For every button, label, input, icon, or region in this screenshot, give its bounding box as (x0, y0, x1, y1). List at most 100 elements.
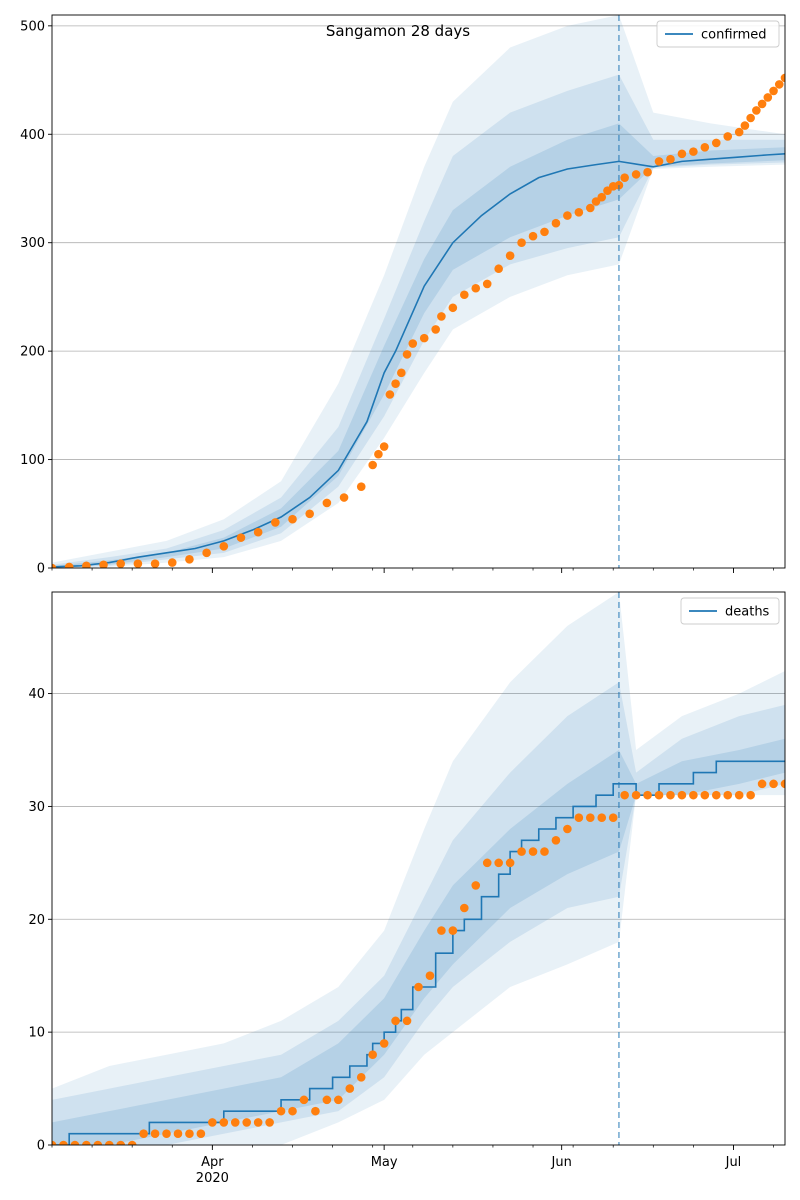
band-inner (52, 738, 785, 1145)
observed-point (402, 1016, 412, 1026)
observed-point (311, 1106, 320, 1116)
observed-point (780, 779, 785, 789)
observed-point (368, 460, 377, 470)
observed-point (305, 509, 314, 519)
observed-point (356, 1072, 366, 1082)
observed-point (397, 368, 406, 378)
observed-point (757, 99, 767, 109)
observed-point (734, 790, 744, 800)
observed-point (271, 518, 280, 527)
observed-point (643, 790, 652, 800)
x-tick-label: Jul (725, 1155, 742, 1170)
x-tick-label: May (371, 1155, 398, 1170)
y-tick-label: 100 (20, 453, 45, 468)
model-median-line (52, 760, 785, 1145)
y-tick-label: 400 (20, 128, 45, 143)
observed-point (82, 1140, 91, 1145)
y-tick-label: 300 (20, 236, 45, 251)
observed-point (746, 113, 755, 123)
observed-point (631, 790, 641, 800)
observed-point (677, 790, 687, 800)
observed-point (356, 482, 366, 491)
deaths-panel: 0 10 20 30 40 Apr May Jun Jul 2020 deaths (28, 591, 786, 1186)
observed-point (99, 560, 108, 568)
observed-point (711, 790, 721, 800)
observed-point (700, 142, 710, 152)
observed-point (780, 73, 785, 83)
observed-point (345, 1084, 355, 1093)
observed-point (104, 1140, 114, 1145)
observed-point (52, 563, 57, 568)
y-tick-label: 0 (37, 562, 45, 577)
legend-label: deaths (725, 605, 770, 620)
observed-point (82, 561, 91, 568)
observed-point (734, 127, 744, 137)
observed-point (219, 542, 229, 551)
observed-point (385, 390, 395, 399)
observed-point (253, 527, 263, 537)
observed-point (402, 350, 412, 359)
observed-point (288, 514, 297, 524)
observed-point (173, 1129, 183, 1139)
axes-frame (51, 14, 786, 569)
observed-point (139, 1129, 148, 1139)
observed-point (482, 858, 492, 868)
observed-point (150, 559, 160, 568)
observed-point (253, 1118, 263, 1127)
observed-point (471, 881, 481, 890)
y-tick-label: 200 (20, 345, 45, 360)
observed-point (654, 157, 664, 166)
observed-point (133, 559, 143, 568)
observed-point (208, 1118, 217, 1127)
observed-point (620, 790, 629, 800)
observed-point (723, 132, 733, 141)
x-tick-label: Apr (201, 1155, 224, 1170)
y-tick-label: 30 (28, 800, 45, 815)
observed-point (448, 926, 458, 935)
observed-point (494, 264, 503, 274)
observed-point (196, 1129, 206, 1139)
observed-point (757, 779, 767, 789)
observed-point (563, 211, 572, 220)
observed-point (391, 379, 400, 388)
observed-point (769, 86, 778, 96)
observed-point (563, 824, 572, 834)
observed-point (93, 1140, 103, 1145)
band-outer (52, 15, 785, 568)
observed-point (482, 279, 492, 289)
observed-point (460, 903, 469, 913)
observed-point (162, 1129, 171, 1139)
observed-point (322, 498, 332, 508)
observed-point (116, 559, 126, 568)
observed-point (379, 1039, 389, 1048)
observed-point (769, 779, 778, 789)
observed-point (471, 283, 481, 293)
observed-point (127, 1140, 137, 1145)
observed-point (425, 971, 435, 981)
observed-point (288, 1106, 297, 1116)
y-tick-label: 40 (28, 687, 45, 702)
observed-point (585, 203, 595, 213)
y-tick-label: 10 (28, 1026, 45, 1041)
observed-point (631, 170, 641, 179)
x-tick-label: Jun (551, 1155, 572, 1170)
observed-point (528, 231, 538, 241)
observed-point (437, 312, 446, 321)
observed-point (167, 558, 177, 567)
observed-point (236, 533, 246, 542)
observed-point (700, 790, 710, 800)
observed-point (185, 555, 194, 564)
observed-point (666, 790, 675, 800)
observed-point (746, 790, 755, 800)
observed-point (740, 121, 750, 130)
observed-point (689, 790, 698, 800)
observed-point (334, 1095, 343, 1105)
observed-point (408, 339, 418, 348)
observed-point (150, 1129, 160, 1139)
observed-point (64, 562, 74, 568)
observed-point (116, 1140, 126, 1145)
y-tick-label: 20 (28, 913, 45, 928)
observed-point (230, 1118, 240, 1127)
